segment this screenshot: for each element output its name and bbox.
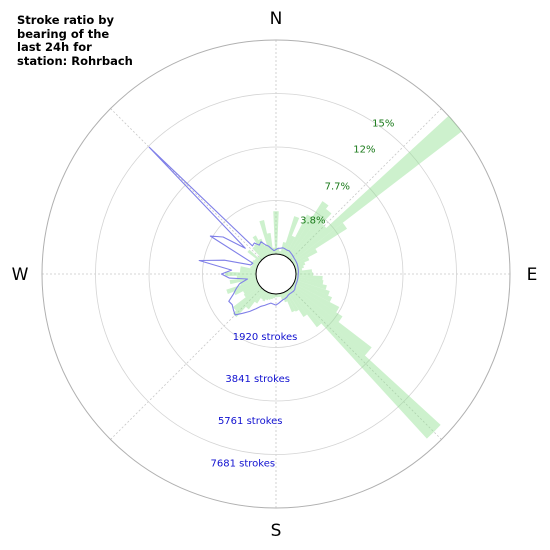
ratio-bar	[254, 258, 261, 264]
ratio-bar	[292, 283, 340, 313]
ratio-tick-label: 12%	[353, 144, 375, 155]
ratio-bar	[282, 292, 288, 303]
compass-label: W	[12, 265, 29, 285]
ratio-bar	[229, 276, 257, 285]
ratio-bar	[243, 284, 261, 298]
ratio-bar	[286, 201, 329, 259]
center-hole	[255, 253, 297, 295]
ratio-bar	[247, 249, 262, 262]
ratio-bar	[239, 269, 257, 274]
ratio-bar	[293, 281, 333, 303]
ratio-bar	[283, 235, 296, 257]
ratio-bar	[286, 289, 308, 318]
ratio-bar	[262, 291, 269, 302]
ratio-bar	[282, 216, 300, 256]
grid-ring	[202, 200, 350, 348]
ratio-bar	[276, 293, 280, 298]
strokes-series-line	[148, 146, 299, 316]
ratio-bar	[260, 290, 267, 300]
tick-labels: N E S W 3.8% 7.7% 12% 15% 1920 strokes 3841 strok…	[12, 9, 538, 541]
ratio-bar	[278, 250, 282, 255]
ratio-bar	[239, 278, 257, 286]
ratio-bar	[289, 223, 327, 261]
grid-ring	[95, 93, 457, 455]
strokes-line	[148, 146, 299, 316]
ratio-bar	[273, 211, 279, 255]
ratio-bar	[295, 278, 327, 290]
stroke-tick-label: 1920 strokes	[233, 332, 298, 343]
center-circle	[255, 253, 297, 295]
stroke-tick-label: 5761 strokes	[218, 416, 283, 427]
ratio-bars	[224, 115, 462, 439]
ratio-bar	[252, 246, 264, 260]
ratio-bar	[254, 289, 266, 304]
ratio-tick-label: 7.7%	[325, 182, 350, 193]
ratio-bar	[288, 208, 332, 260]
ratio-bar	[272, 293, 276, 299]
ratio-bar	[252, 259, 260, 265]
ratio-bar	[251, 264, 258, 268]
ratio-bar	[292, 248, 318, 265]
ratio-bar	[258, 256, 263, 261]
ratio-bar	[268, 293, 272, 300]
ratio-bar	[245, 288, 264, 310]
compass-label: E	[527, 265, 538, 285]
ratio-bar	[295, 269, 313, 274]
ratio-bar	[288, 288, 322, 328]
ratio-bar	[295, 272, 314, 276]
stroke-tick-label: 3841 strokes	[225, 374, 290, 385]
ratio-bar	[295, 268, 303, 272]
ratio-bar	[295, 274, 323, 281]
stroke-tick-label: 7681 strokes	[211, 458, 276, 469]
ratio-bar	[290, 115, 462, 262]
ratio-bar	[291, 284, 343, 323]
compass-label: S	[271, 521, 282, 541]
ratio-bar	[289, 287, 441, 439]
ratio-bar	[236, 274, 257, 280]
outer-ring	[41, 39, 511, 509]
ratio-tick-label: 3.8%	[300, 215, 325, 226]
chart-title: Stroke ratio by bearing of the last 24h …	[17, 13, 133, 68]
ratio-bar	[295, 276, 324, 285]
polar-grid	[41, 39, 511, 509]
ratio-bar	[280, 293, 284, 300]
ratio-bar	[294, 262, 306, 268]
ratio-bar	[243, 283, 260, 294]
ratio-bar	[233, 281, 259, 296]
ratio-bar	[264, 244, 270, 256]
ratio-bar	[274, 293, 278, 298]
ratio-bar	[285, 214, 313, 258]
ratio-bar	[285, 290, 299, 312]
ratio-bar	[232, 287, 263, 318]
ratio-bar	[226, 280, 258, 294]
ratio-bar	[270, 293, 274, 300]
ratio-tick-label: 15%	[372, 118, 394, 129]
ratio-bar	[295, 265, 304, 270]
ratio-bar	[254, 243, 266, 259]
ratio-bar	[276, 248, 280, 255]
ratio-bar	[224, 271, 257, 277]
compass-label: N	[270, 9, 283, 29]
ratio-bar	[250, 266, 257, 270]
grid-ring	[148, 146, 404, 402]
ratio-bar	[232, 286, 262, 311]
ratio-bar	[278, 293, 282, 298]
ratio-bar	[290, 286, 372, 356]
ratio-bar	[294, 280, 330, 296]
ratio-bar	[240, 266, 257, 272]
ratio-bar	[291, 222, 348, 264]
ratio-bar	[265, 292, 270, 301]
ratio-bar	[252, 235, 267, 258]
